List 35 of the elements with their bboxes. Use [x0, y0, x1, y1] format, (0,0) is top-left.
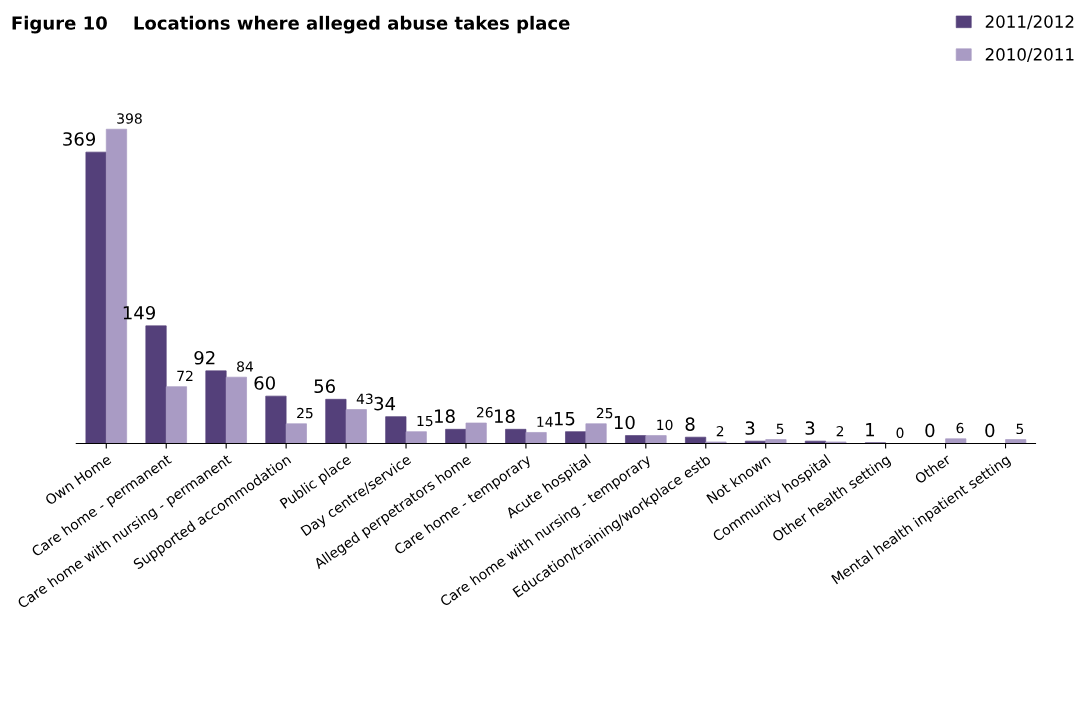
data-label: 369 — [63, 132, 96, 146]
data-label: 5 — [1016, 423, 1024, 435]
data-label: 3 — [745, 421, 755, 435]
data-label: 43 — [356, 393, 373, 405]
data-label: 92 — [194, 350, 215, 365]
data-label: 25 — [297, 407, 313, 419]
data-label: 1 — [866, 423, 874, 437]
data-label: 18 — [494, 409, 515, 424]
data-label: 60 — [254, 376, 275, 390]
data-label: 0 — [925, 423, 935, 438]
data-label: 398 — [117, 113, 142, 124]
data-label: 15 — [417, 415, 433, 427]
data-label: 14 — [537, 416, 553, 427]
data-label: 10 — [657, 419, 673, 431]
data-label: 34 — [374, 396, 396, 411]
data-label: 3 — [805, 421, 815, 435]
data-label: 18 — [435, 409, 455, 424]
data-label: 26 — [476, 407, 493, 418]
data-label: 0 — [896, 427, 904, 439]
data-label: 149 — [123, 305, 155, 320]
legend-label: 2011/2012 — [985, 15, 1074, 30]
data-label: 6 — [956, 422, 964, 434]
data-label: 10 — [614, 415, 635, 430]
data-label: 2 — [716, 425, 724, 437]
data-label: 25 — [596, 407, 613, 419]
data-label: 72 — [177, 370, 193, 381]
data-label: 15 — [554, 411, 575, 426]
data-label: 2 — [836, 425, 844, 437]
data-label: 56 — [314, 379, 335, 394]
data-label: 84 — [237, 361, 254, 372]
chart-title: Figure 10 Locations where alleged abuse takes place — [12, 15, 570, 34]
data-label: 8 — [685, 417, 695, 431]
legend-label: 2010/2011 — [985, 48, 1074, 63]
data-label: 5 — [776, 423, 784, 435]
data-label: 0 — [985, 423, 995, 438]
